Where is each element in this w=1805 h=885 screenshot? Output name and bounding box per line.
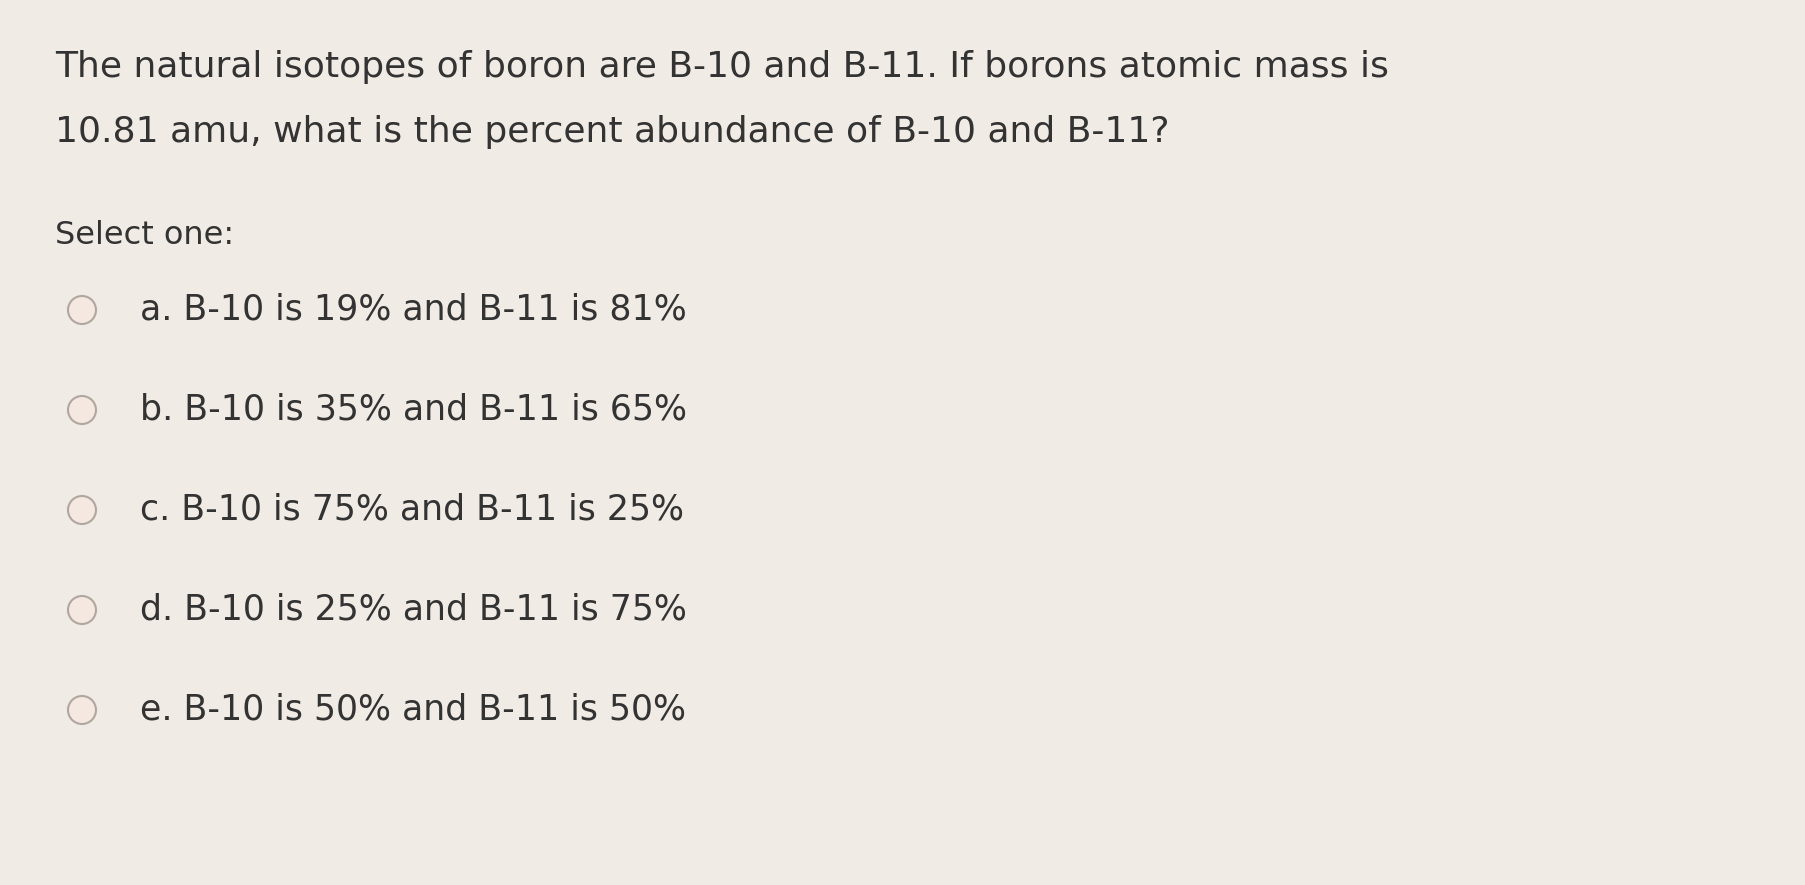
Text: The natural isotopes of boron are B-10 and B-11. If borons atomic mass is: The natural isotopes of boron are B-10 a… <box>54 50 1388 84</box>
Ellipse shape <box>69 396 96 424</box>
Ellipse shape <box>69 696 96 724</box>
Text: e. B-10 is 50% and B-11 is 50%: e. B-10 is 50% and B-11 is 50% <box>141 693 686 727</box>
Text: b. B-10 is 35% and B-11 is 65%: b. B-10 is 35% and B-11 is 65% <box>141 393 686 427</box>
Ellipse shape <box>69 596 96 624</box>
Ellipse shape <box>69 296 96 324</box>
Text: c. B-10 is 75% and B-11 is 25%: c. B-10 is 75% and B-11 is 25% <box>141 493 684 527</box>
Text: 10.81 amu, what is the percent abundance of B-10 and B-11?: 10.81 amu, what is the percent abundance… <box>54 115 1170 149</box>
Text: d. B-10 is 25% and B-11 is 75%: d. B-10 is 25% and B-11 is 75% <box>141 593 686 627</box>
Text: a. B-10 is 19% and B-11 is 81%: a. B-10 is 19% and B-11 is 81% <box>141 293 686 327</box>
Ellipse shape <box>69 496 96 524</box>
Text: Select one:: Select one: <box>54 220 235 251</box>
